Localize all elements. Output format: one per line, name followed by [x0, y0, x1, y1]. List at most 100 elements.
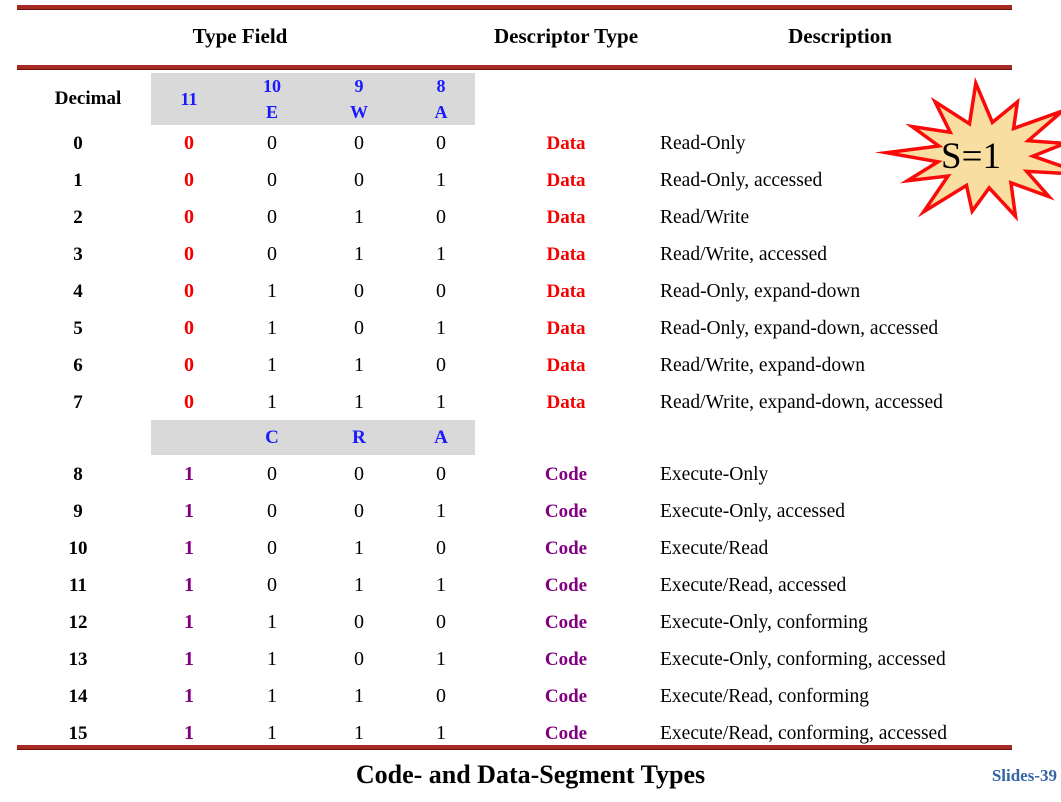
table-row: 8 1 0 0 0 Code Execute-Only [0, 456, 1061, 493]
bit8-cell: 0 [436, 354, 446, 376]
descriptor-type-cell: Data [546, 207, 586, 228]
bit9-number: 9 [354, 76, 364, 96]
bit10-cell: 1 [267, 722, 277, 744]
decimal-cell: 2 [73, 207, 83, 228]
bit9-cell: 0 [354, 132, 364, 154]
bit11-cell: 0 [184, 280, 194, 302]
bit10-cell: 0 [267, 132, 277, 154]
description-cell: Read-Only, expand-down [660, 281, 861, 302]
bit10-cell: 0 [267, 169, 277, 191]
bit10-cell: 1 [267, 611, 277, 633]
descriptor-type-cell: Code [544, 723, 588, 744]
bit11-cell: 1 [184, 722, 194, 744]
table-row: 12 1 1 0 0 Code Execute-Only, conforming [0, 604, 1061, 641]
table-row: 14 1 1 1 0 Code Execute/Read, conforming [0, 678, 1061, 715]
slide-title: Code- and Data-Segment Types [355, 760, 706, 789]
table-row: 2 0 0 1 0 Data Read/Write [0, 199, 1061, 236]
bit9-cell: 0 [354, 611, 364, 633]
description-cell: Read-Only, expand-down, accessed [660, 318, 939, 339]
bit10-cell: 0 [267, 574, 277, 596]
header-rule [17, 65, 1012, 70]
bit11-header: 11 [180, 89, 198, 109]
descriptor-type-cell: Data [546, 392, 586, 413]
table-row: 0 0 0 0 0 Data Read-Only [0, 125, 1061, 162]
descriptor-type-cell: Code [544, 464, 588, 485]
bit11-cell: 0 [184, 391, 194, 413]
decimal-cell: 12 [68, 612, 88, 633]
bit8-cell: 1 [436, 169, 446, 191]
description-cell: Execute/Read [660, 538, 769, 559]
bit11-cell: 1 [184, 574, 194, 596]
bit9-cell: 0 [354, 169, 364, 191]
bit8-cell: 0 [436, 280, 446, 302]
descriptor-type-cell: Data [546, 318, 586, 339]
decimal-cell: 3 [73, 244, 83, 265]
table-row: 7 0 1 1 1 Data Read/Write, expand-down, access… [0, 384, 1061, 421]
description-cell: Execute/Read, accessed [660, 575, 847, 596]
bit8-cell: 0 [436, 685, 446, 707]
bit10-flag: E [265, 102, 278, 122]
decimal-cell: 14 [68, 686, 88, 707]
bit11-cell: 0 [184, 354, 194, 376]
description-cell: Read/Write, accessed [660, 244, 828, 265]
decimal-cell: 13 [68, 649, 88, 670]
bit8-cell: 1 [436, 500, 446, 522]
decimal-cell: 5 [73, 318, 83, 339]
table-row: 9 1 0 0 1 Code Execute-Only, accessed [0, 493, 1061, 530]
slide-number: Slides-39 [991, 766, 1057, 785]
bit8-header: 8 A [435, 73, 448, 125]
bit9-cell: 1 [354, 574, 364, 596]
decimal-cell: 10 [68, 538, 88, 559]
bit11-cell: 0 [184, 132, 194, 154]
bit11-cell: 1 [184, 463, 194, 485]
bit9-cell: 0 [354, 463, 364, 485]
column-header-description: Description [788, 24, 892, 48]
table-row: 10 1 0 1 0 Code Execute/Read [0, 530, 1061, 567]
bit9-cell: 1 [354, 722, 364, 744]
bit11-cell: 1 [184, 537, 194, 559]
bit9-cell: 0 [354, 280, 364, 302]
bit9-cell: 1 [354, 537, 364, 559]
description-cell: Read/Write, expand-down, accessed [660, 392, 943, 413]
bit11-cell: 1 [184, 500, 194, 522]
bit10-cell: 0 [267, 537, 277, 559]
bit10-cell: 0 [267, 500, 277, 522]
bit11-cell: 0 [184, 169, 194, 191]
table-row: 5 0 1 0 1 Data Read-Only, expand-down, accesse… [0, 310, 1061, 347]
table-row: 15 1 1 1 1 Code Execute/Read, conforming, acce… [0, 715, 1061, 752]
bottom-rule [17, 745, 1012, 750]
table-row: 11 1 0 1 1 Code Execute/Read, accessed [0, 567, 1061, 604]
descriptor-type-cell: Data [546, 355, 586, 376]
bit10-cell: 1 [267, 391, 277, 413]
descriptor-type-cell: Data [546, 170, 586, 191]
bit-header-band [151, 73, 475, 125]
bit10-cell: 0 [267, 463, 277, 485]
description-cell: Execute-Only, accessed [660, 501, 845, 522]
bit11-cell: 1 [184, 611, 194, 633]
bit10-header: 10 E [263, 73, 281, 125]
descriptor-type-cell: Data [546, 281, 586, 302]
decimal-column-label: Decimal [54, 88, 122, 109]
decimal-cell: 15 [68, 723, 88, 744]
decimal-cell: 1 [73, 170, 83, 191]
bit11-cell: 0 [184, 317, 194, 339]
bit8-cell: 1 [436, 317, 446, 339]
descriptor-type-cell: Code [544, 575, 588, 596]
bit8-cell: 0 [436, 206, 446, 228]
callout-starburst: S=1 [874, 76, 1061, 222]
bit11-cell: 1 [184, 685, 194, 707]
description-cell: Read-Only, accessed [660, 170, 823, 191]
bit8-cell: 0 [436, 611, 446, 633]
description-cell: Execute-Only [660, 464, 769, 485]
descriptor-type-cell: Code [544, 686, 588, 707]
bit10-cell: 1 [267, 280, 277, 302]
description-cell: Read/Write [660, 207, 750, 228]
bit10-cell: 1 [267, 685, 277, 707]
bit11-cell: 0 [184, 206, 194, 228]
descriptor-type-cell: Data [546, 133, 586, 154]
bit9-flag: W [350, 102, 368, 122]
bit10-cell: 1 [267, 317, 277, 339]
bit8-cell: 1 [436, 574, 446, 596]
decimal-cell: 6 [73, 355, 83, 376]
